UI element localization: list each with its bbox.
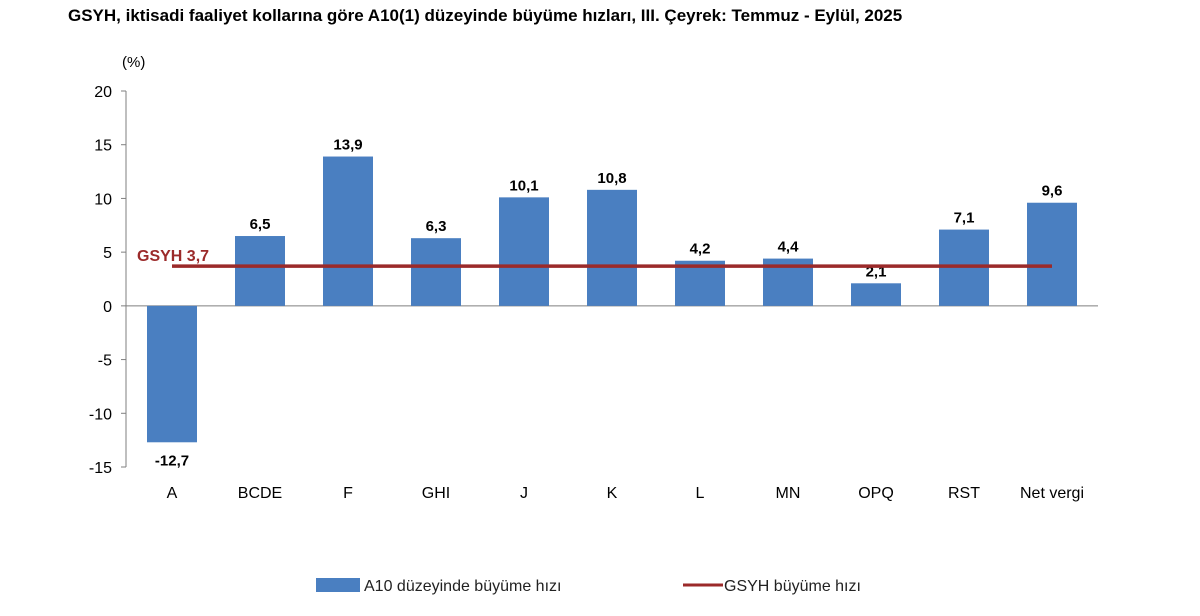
- legend-bar-label: A10 düzeyinde büyüme hızı: [364, 578, 561, 595]
- data-labels: A -12,7 BCDE 6,5 F 13,9 GHI 6,3 J 10,1 K 10,8 L 4,2 MN…: [155, 137, 1084, 502]
- bar-ghi: [411, 238, 461, 306]
- bar-f: [323, 156, 373, 306]
- legend-bar-swatch: [316, 578, 360, 592]
- data-label: 9,6: [1042, 183, 1063, 200]
- category-label: K: [607, 485, 618, 502]
- y-tick-label: 0: [103, 299, 112, 316]
- gdp-line-label: GSYH 3,7: [137, 248, 209, 265]
- category-label: MN: [776, 485, 801, 502]
- bar-net-vergi: [1027, 202, 1077, 306]
- y-tick-label: 5: [103, 245, 112, 262]
- category-label: J: [520, 485, 528, 502]
- chart-title: GSYH, iktisadi faaliyet kollarına göre A…: [68, 6, 903, 25]
- y-tick-label: 10: [94, 191, 112, 208]
- y-tick-label: -15: [89, 460, 112, 477]
- y-tick-label: -10: [89, 406, 112, 423]
- y-tick-label: 15: [94, 138, 112, 155]
- data-label: 7,1: [954, 210, 975, 227]
- legend: A10 düzeyinde büyüme hızı GSYH büyüme hız…: [316, 578, 861, 595]
- bar-l: [675, 260, 725, 306]
- data-label: 4,2: [690, 241, 711, 258]
- legend-line-label: GSYH büyüme hızı: [724, 578, 861, 595]
- y-tick-label: 20: [94, 84, 112, 101]
- bar-k: [587, 189, 637, 306]
- bar-j: [499, 197, 549, 306]
- bar-opq: [851, 283, 901, 306]
- y-axis-unit: (%): [122, 54, 145, 71]
- data-label: 4,4: [778, 239, 800, 256]
- category-label: OPQ: [858, 485, 894, 502]
- category-label: A: [167, 485, 178, 502]
- y-tick-label: -5: [98, 353, 112, 370]
- data-label: 6,3: [426, 218, 447, 235]
- category-label: L: [696, 485, 705, 502]
- bar-bcde: [235, 236, 285, 306]
- category-label: F: [343, 485, 353, 502]
- data-label: 6,5: [250, 216, 271, 233]
- category-label: GHI: [422, 485, 450, 502]
- data-label: 13,9: [333, 137, 362, 154]
- data-label: -12,7: [155, 452, 189, 469]
- data-label: 10,8: [597, 170, 626, 187]
- gdp-line: GSYH 3,7: [137, 248, 1052, 268]
- bar-a: [147, 305, 197, 443]
- category-label: RST: [948, 485, 980, 502]
- category-label: BCDE: [238, 485, 282, 502]
- category-label: Net vergi: [1020, 485, 1084, 502]
- data-label: 10,1: [509, 177, 538, 194]
- bars: [147, 156, 1077, 443]
